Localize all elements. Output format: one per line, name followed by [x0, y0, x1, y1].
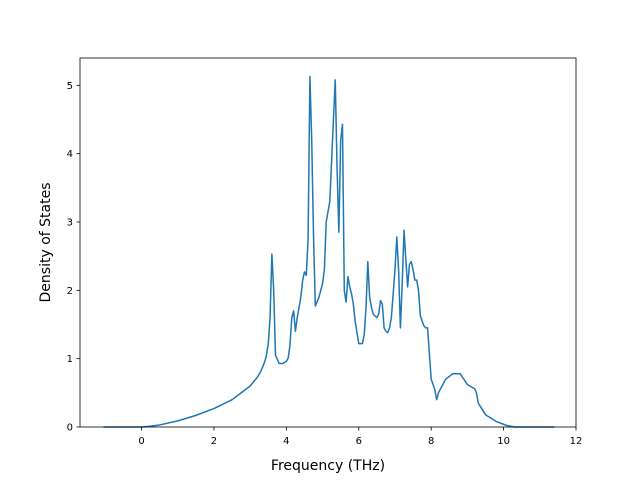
x-tick-label: 2 — [211, 436, 217, 447]
x-tick-label: 8 — [428, 436, 434, 447]
y-tick-label: 4 — [67, 149, 73, 160]
y-tick-label: 3 — [67, 218, 73, 229]
y-tick-label: 2 — [67, 286, 73, 297]
y-tick-label: 1 — [67, 354, 73, 365]
x-tick-label: 10 — [497, 436, 510, 447]
y-axis-ticks: 0 1 2 3 4 5 — [67, 81, 80, 434]
x-tick-label: 4 — [283, 436, 289, 447]
x-axis-ticks: 0 2 4 6 8 10 12 — [138, 427, 582, 447]
x-tick-label: 0 — [138, 436, 144, 447]
x-tick-label: 6 — [356, 436, 362, 447]
plot-area — [103, 75, 555, 428]
dos-series-line-0 — [103, 75, 555, 428]
y-tick-label: 0 — [67, 423, 73, 434]
x-tick-label: 12 — [570, 436, 583, 447]
y-axis-label: Density of States — [38, 183, 54, 303]
x-axis-label: Frequency (THz) — [271, 458, 385, 474]
axes-frame — [79, 57, 577, 428]
y-tick-label: 5 — [67, 81, 73, 92]
